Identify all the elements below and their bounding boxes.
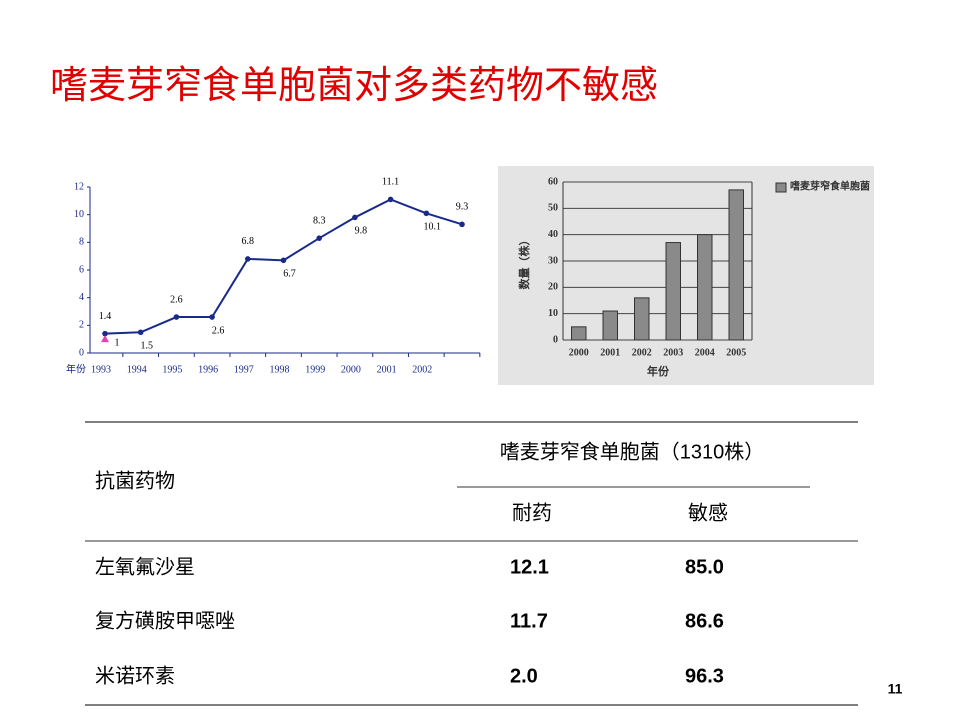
bar xyxy=(697,234,713,341)
data-label: 1.4 xyxy=(99,311,112,322)
data-label: 6.8 xyxy=(242,236,255,247)
bar xyxy=(602,310,618,341)
y-tick-label: 50 xyxy=(548,203,558,214)
table-value: 96.3 xyxy=(685,665,724,687)
y-tick-label: 60 xyxy=(548,176,558,187)
x-tick-label: 2003 xyxy=(663,347,683,358)
x-tick-label: 2005 xyxy=(726,347,746,358)
x-tick-label: 1996 xyxy=(198,364,218,375)
y-tick-label: 8 xyxy=(79,237,84,248)
slide-title: 嗜麦芽窄食单胞菌对多类药物不敏感 xyxy=(50,65,658,107)
data-label: 1.5 xyxy=(140,341,153,352)
table-value: 2.0 xyxy=(510,665,538,687)
y-tick-label: 20 xyxy=(548,282,558,293)
table-value: 86.6 xyxy=(685,610,724,632)
table-drug: 复方磺胺甲噁唑 xyxy=(95,609,235,632)
x-tick-label: 1993 xyxy=(91,364,111,375)
table-drug: 左氧氟沙星 xyxy=(95,555,195,578)
x-tick-label: 2004 xyxy=(695,347,715,358)
x-tick-label: 1998 xyxy=(270,364,290,375)
data-label: 6.7 xyxy=(283,269,296,280)
x-tick-label: 1997 xyxy=(234,364,254,375)
table-value: 11.7 xyxy=(510,610,548,632)
bar xyxy=(571,326,587,341)
legend-swatch xyxy=(775,182,787,193)
bar-chart-background xyxy=(498,166,874,385)
x-tick-label: 2001 xyxy=(600,347,620,358)
y-tick-label: 0 xyxy=(79,347,84,358)
y-tick-label: 4 xyxy=(79,292,84,303)
x-axis-label: 年份 xyxy=(647,364,670,378)
y-tick-label: 2 xyxy=(79,320,84,331)
x-tick-label: 2002 xyxy=(632,347,652,358)
x-tick-label: 1999 xyxy=(305,364,325,375)
x-tick-label: 2002 xyxy=(412,364,432,375)
bar xyxy=(665,242,681,341)
data-point xyxy=(102,330,108,337)
data-label: 9.8 xyxy=(355,226,368,237)
x-tick-label: 2000 xyxy=(569,347,589,358)
x-tick-label: 2000 xyxy=(341,364,361,375)
table-value: 12.1 xyxy=(510,556,549,578)
data-label: 9.3 xyxy=(456,202,469,213)
data-label: 1 xyxy=(115,337,120,348)
data-label: 11.1 xyxy=(382,177,399,188)
bar xyxy=(634,297,650,341)
bar xyxy=(728,189,744,341)
y-tick-label: 0 xyxy=(553,334,558,345)
data-label: 10.1 xyxy=(424,222,442,233)
table-row-header: 抗菌药物 xyxy=(95,469,175,492)
y-axis-label: 数量（株） xyxy=(517,235,531,290)
legend-label: 嗜麦芽窄食单胞菌 xyxy=(790,180,870,193)
data-label: 2.6 xyxy=(170,294,183,305)
y-tick-label: 10 xyxy=(548,308,558,319)
table-drug: 米诺环素 xyxy=(95,664,175,687)
y-tick-label: 30 xyxy=(548,255,558,266)
x-axis-label: 年份 xyxy=(66,363,86,376)
x-tick-label: 1995 xyxy=(162,364,182,375)
data-label: 2.6 xyxy=(212,325,225,336)
page-number: 11 xyxy=(888,681,903,697)
x-tick-label: 2001 xyxy=(377,364,397,375)
y-tick-label: 40 xyxy=(548,229,558,240)
data-label: 8.3 xyxy=(313,215,326,226)
y-tick-label: 6 xyxy=(79,264,84,275)
data-point xyxy=(101,335,109,343)
y-tick-label: 10 xyxy=(74,209,84,220)
table-value: 85.0 xyxy=(685,556,724,578)
line xyxy=(104,198,463,335)
x-tick-label: 1994 xyxy=(127,364,147,375)
table-column-header: 敏感 xyxy=(688,501,728,524)
table-column-header: 耐药 xyxy=(512,501,552,524)
table-group-header: 嗜麦芽窄食单胞菌（1310株） xyxy=(500,440,765,463)
y-tick-label: 12 xyxy=(74,181,84,192)
